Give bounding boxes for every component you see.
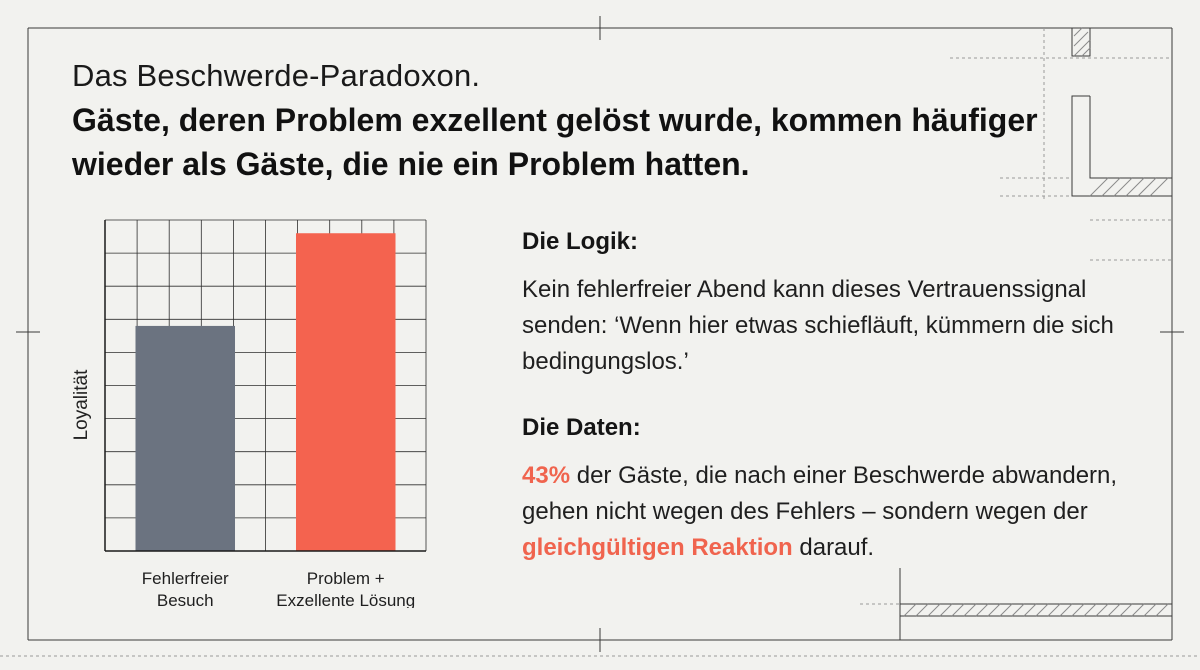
bar-chart: Fehlerfreier Besuch Problem + Exzellente Lö… (71, 219, 427, 608)
chart-bars (135, 233, 396, 552)
logic-heading: Die Logik: (522, 228, 639, 255)
headline: Gäste, deren Problem exzellent gelöst wu… (72, 102, 1038, 182)
chart-axes (104, 220, 426, 552)
chart-y-axis-label: Loyalität (71, 369, 92, 440)
logic-text: Kein fehlerfreier Abend kann dieses Vert… (522, 276, 1114, 375)
x-tick-label: Problem + Exzellente Lösung (276, 569, 415, 608)
text-column: Die Logik: Kein fehlerfreier Abend kann … (522, 224, 1122, 566)
reaction-highlight: gleichgültigen Reaktion (522, 534, 793, 561)
data-text: 43% der Gäste, die nach einer Beschwerde… (522, 458, 1122, 566)
data-text-part-a: der Gäste, die nach einer Beschwerde abw… (522, 462, 1118, 525)
chart-x-labels: Fehlerfreier Besuch Problem + Exzellente Lö… (142, 569, 415, 608)
x-tick-label: Fehlerfreier Besuch (142, 569, 229, 608)
stat-highlight: 43% (522, 462, 571, 489)
bar-1 (135, 325, 236, 551)
page-title: Das Beschwerde-Paradoxon. (72, 58, 481, 93)
data-text-part-b: darauf. (792, 534, 875, 561)
data-heading: Die Daten: (522, 414, 641, 441)
bar-2 (295, 233, 396, 552)
